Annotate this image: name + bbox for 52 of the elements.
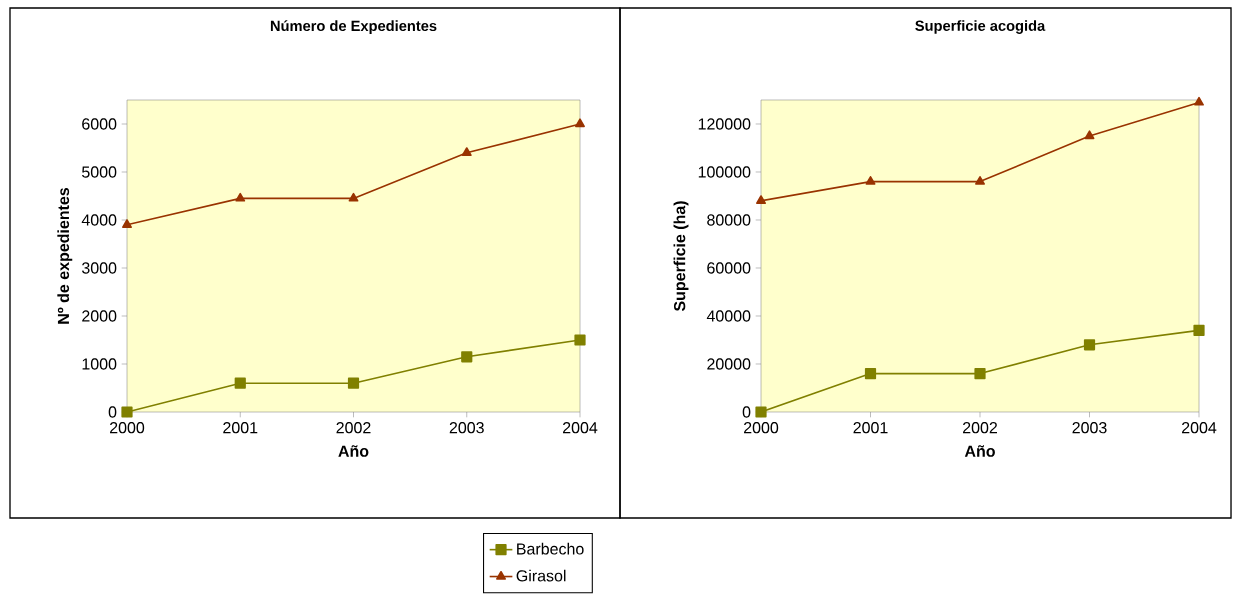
y-tick-label: 20000 [707, 358, 751, 370]
point [1193, 324, 1205, 336]
chart-title: Número de Expedientes [270, 20, 437, 34]
x-tick-label: 2001 [223, 422, 258, 434]
point [756, 195, 766, 204]
y-tick-label: 60000 [707, 262, 751, 274]
y-axis-title: Superficie (ha) [673, 201, 689, 312]
point [575, 118, 585, 128]
x-tick-label: 2001 [853, 422, 888, 434]
point [122, 219, 132, 228]
y-tick-label: 80000 [707, 214, 751, 226]
x-tick-label: 2004 [1182, 422, 1217, 434]
y-tick-label: 0 [108, 406, 117, 418]
x-axis-title: Año [338, 445, 369, 457]
chart-title: Superficie acogida [915, 20, 1046, 34]
y-tick-label: 120000 [698, 118, 751, 130]
x-tick-label: 2003 [1072, 422, 1107, 434]
x-tick-label: 2000 [744, 422, 779, 434]
y-tick-label: 5000 [82, 166, 117, 178]
y-tick-label: 4000 [81, 214, 117, 226]
y-tick-label: 3000 [81, 262, 117, 274]
point [755, 406, 767, 418]
point [865, 176, 876, 185]
y-tick-label: 100000 [698, 166, 751, 178]
point [1194, 96, 1204, 106]
y-tick-label: 6000 [82, 118, 117, 130]
point [864, 368, 877, 380]
point [1084, 130, 1095, 140]
point [235, 192, 246, 202]
point [234, 377, 246, 389]
point [975, 176, 985, 185]
point [348, 192, 359, 202]
point [347, 377, 360, 389]
x-tick-label: 2004 [563, 422, 598, 434]
point [574, 334, 586, 346]
x-tick-label: 2002 [336, 422, 371, 434]
x-axis-title: Año [964, 445, 995, 457]
x-tick-label: 2003 [449, 422, 484, 434]
point [121, 406, 133, 418]
point [974, 368, 986, 380]
point [1083, 339, 1096, 351]
x-tick-label: 2000 [110, 422, 145, 434]
legend-label: Barbecho [517, 542, 584, 555]
y-tick-label: 40000 [706, 310, 751, 322]
point [461, 351, 473, 363]
x-tick-label: 2002 [963, 422, 997, 434]
y-axis-title: Nº de expedientes [57, 187, 73, 324]
y-tick-label: 1000 [82, 358, 117, 370]
y-tick-label: 2000 [82, 310, 117, 322]
point [461, 147, 472, 156]
y-tick-label: 0 [742, 406, 751, 418]
legend-label: Girasol [516, 569, 566, 582]
